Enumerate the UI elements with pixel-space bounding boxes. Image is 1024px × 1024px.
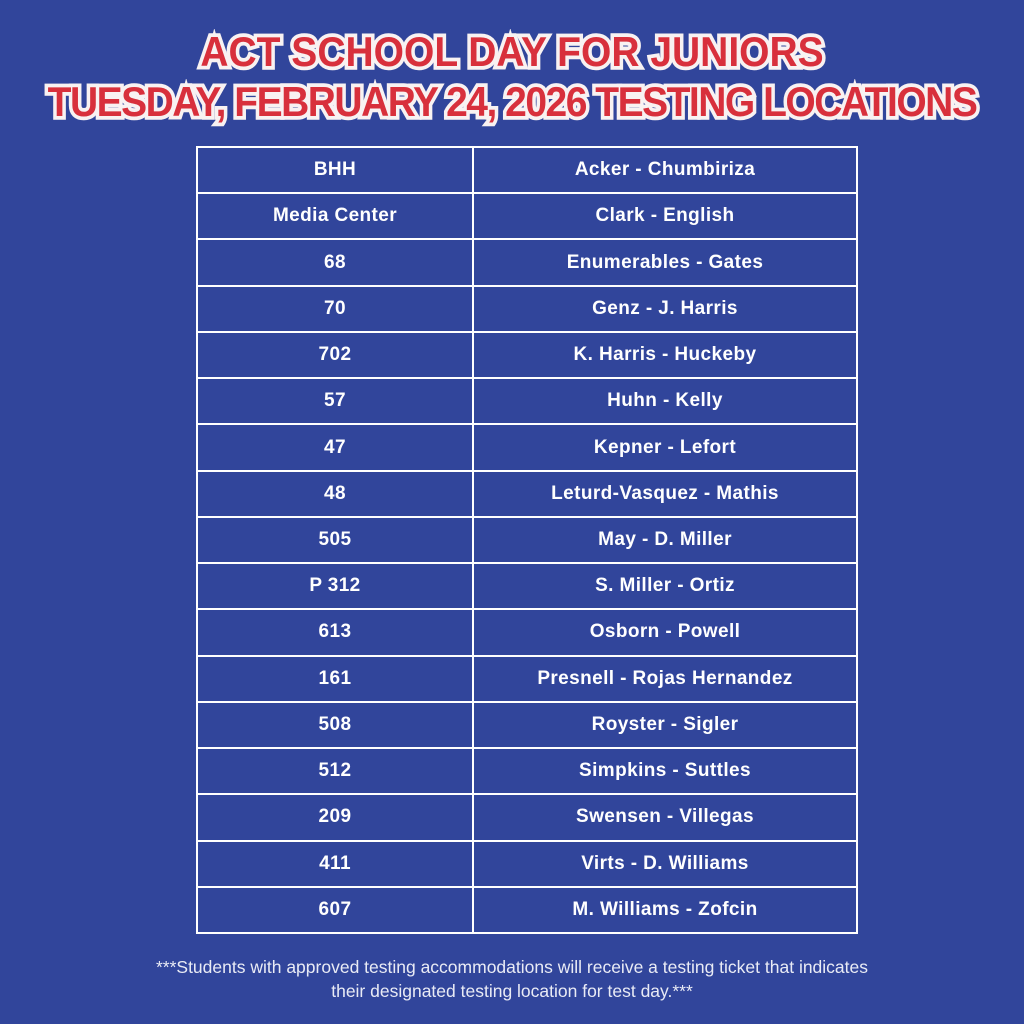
table-row: 48 Leturd-Vasquez - Mathis [198,471,856,518]
table-row: Media Center Clark - English [198,194,856,241]
room-cell: BHH [198,148,474,193]
names-cell: K. Harris - Huckeby [474,332,856,378]
names-cell: Acker - Chumbiriza [474,148,856,193]
accommodations-note-line2: their designated testing location for te… [331,981,693,1001]
table-row: P 312 S. Miller - Ortiz [198,564,856,611]
names-cell: May - D. Miller [474,517,856,563]
names-cell: Leturd-Vasquez - Mathis [474,471,856,516]
table-row: BHH Acker - Chumbiriza [198,148,856,195]
room-cell: 161 [198,656,474,701]
names-cell: Osborn - Powell [474,610,856,655]
room-cell: 411 [198,841,474,886]
room-cell: 613 [198,610,474,655]
table-row: 161 Presnell - Rojas Hernandez [198,656,856,703]
names-cell: Royster - Sigler [474,702,856,748]
room-cell: 512 [198,749,474,794]
accommodations-note: ***Students with approved testing accomm… [0,955,1024,1003]
names-cell: Genz - J. Harris [474,286,856,331]
table-row: 508 Royster - Sigler [198,702,856,750]
table-row: 607 M. Williams - Zofcin [198,887,856,932]
table-row: 47 Kepner - Lefort [198,425,856,472]
table-row: 68 Enumerables - Gates [198,240,856,287]
room-cell: 68 [198,240,474,285]
room-cell: 702 [198,332,474,378]
flyer-header: ACT SCHOOL DAY FOR JUNIORS TUESDAY, FEBR… [0,25,1024,129]
room-cell: 508 [198,702,474,748]
room-cell: 505 [198,517,474,563]
table-row: 411 Virts - D. Williams [198,841,856,888]
table-row: 70 Genz - J. Harris [198,286,856,333]
testing-locations-table: BHH Acker - Chumbiriza Media Center Clar… [196,146,858,934]
room-cell: 48 [198,471,474,516]
table-row: 512 Simpkins - Suttles [198,749,856,796]
room-cell: 47 [198,425,474,470]
page-subtitle: TUESDAY, FEBRUARY 24, 2026 TESTING LOCAT… [44,75,981,129]
table-row: 702 K. Harris - Huckeby [198,332,856,380]
room-cell: P 312 [198,564,474,609]
accommodations-note-line1: ***Students with approved testing accomm… [155,957,869,977]
names-cell: Presnell - Rojas Hernandez [474,656,856,701]
names-cell: S. Miller - Ortiz [474,564,856,609]
room-cell: 209 [198,795,474,840]
names-cell: Virts - D. Williams [474,841,856,886]
names-cell: Huhn - Kelly [474,379,856,424]
table-row: 505 May - D. Miller [198,517,856,565]
names-cell: Swensen - Villegas [474,795,856,840]
table-row: 57 Huhn - Kelly [198,379,856,426]
names-cell: Clark - English [474,194,856,239]
table-row: 613 Osborn - Powell [198,610,856,657]
names-cell: Simpkins - Suttles [474,749,856,794]
room-cell: 57 [198,379,474,424]
room-cell: 607 [198,887,474,932]
names-cell: Enumerables - Gates [474,240,856,285]
room-cell: Media Center [198,194,474,239]
room-cell: 70 [198,286,474,331]
table-row: 209 Swensen - Villegas [198,795,856,842]
names-cell: Kepner - Lefort [474,425,856,470]
names-cell: M. Williams - Zofcin [474,887,856,932]
page-title: ACT SCHOOL DAY FOR JUNIORS [197,25,827,79]
